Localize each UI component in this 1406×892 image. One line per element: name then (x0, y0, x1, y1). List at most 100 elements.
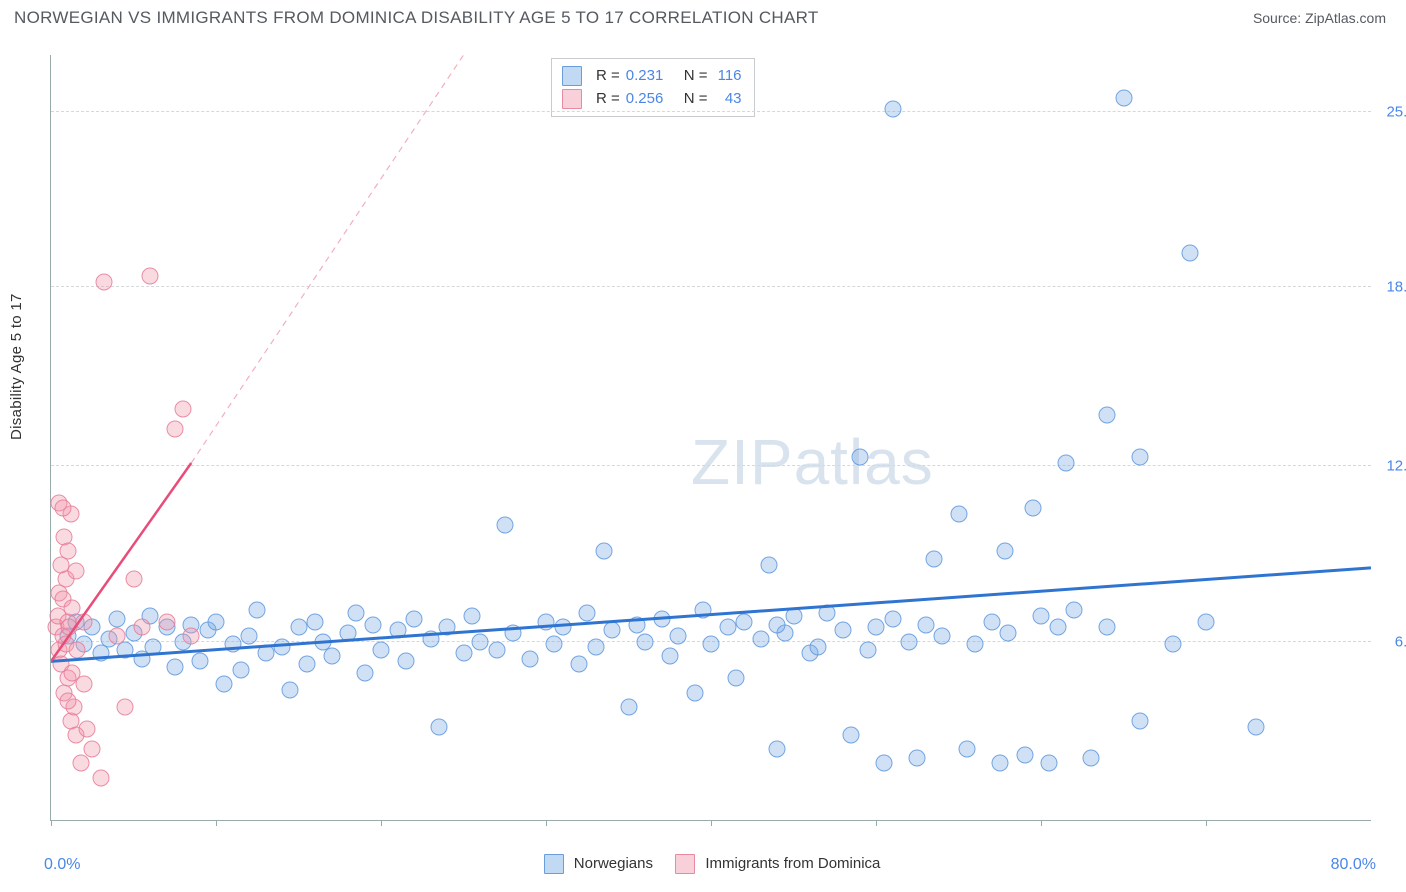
data-point (876, 755, 893, 772)
data-point (917, 616, 934, 633)
data-point (422, 630, 439, 647)
data-point (604, 622, 621, 639)
data-point (472, 633, 489, 650)
data-point (72, 755, 89, 772)
watermark: ZIPatlas (691, 425, 934, 499)
data-point (125, 571, 142, 588)
header: NORWEGIAN VS IMMIGRANTS FROM DOMINICA DI… (0, 0, 1406, 32)
legend-label-blue: Norwegians (574, 855, 653, 872)
swatch-pink-icon (675, 854, 695, 874)
data-point (133, 619, 150, 636)
data-point (579, 605, 596, 622)
data-point (554, 619, 571, 636)
data-point (389, 622, 406, 639)
data-point (901, 633, 918, 650)
scatter-plot: ZIPatlas R = 0.231 N = 116 R = 0.256 N =… (50, 55, 1371, 821)
data-point (769, 741, 786, 758)
data-point (109, 627, 126, 644)
data-point (166, 421, 183, 438)
data-point (142, 268, 159, 285)
data-point (323, 647, 340, 664)
data-point (1033, 608, 1050, 625)
data-point (356, 664, 373, 681)
data-point (785, 608, 802, 625)
data-point (1066, 602, 1083, 619)
stat-row-blue: R = 0.231 N = 116 (562, 64, 742, 87)
data-point (274, 639, 291, 656)
data-point (257, 644, 274, 661)
r-label: R = (596, 64, 620, 87)
stat-row-pink: R = 0.256 N = 43 (562, 87, 742, 110)
data-point (298, 656, 315, 673)
data-point (224, 636, 241, 653)
data-point (84, 741, 101, 758)
statistics-legend: R = 0.231 N = 116 R = 0.256 N = 43 (551, 58, 755, 117)
data-point (835, 622, 852, 639)
data-point (79, 721, 96, 738)
x-tick (876, 820, 877, 826)
data-point (843, 727, 860, 744)
data-point (521, 650, 538, 667)
data-point (183, 627, 200, 644)
y-axis-label: Disability Age 5 to 17 (8, 293, 25, 440)
data-point (983, 613, 1000, 630)
x-tick (711, 820, 712, 826)
swatch-blue-icon (562, 66, 582, 86)
data-point (661, 647, 678, 664)
data-point (117, 698, 134, 715)
watermark-bold: ZIP (691, 426, 794, 498)
data-point (1082, 749, 1099, 766)
gridline: 25.0% (51, 111, 1371, 112)
data-point (307, 613, 324, 630)
r-value: 0.231 (626, 64, 676, 87)
x-tick (1041, 820, 1042, 826)
data-point (64, 599, 81, 616)
data-point (95, 273, 112, 290)
data-point (488, 642, 505, 659)
source-attribution: Source: ZipAtlas.com (1253, 10, 1386, 26)
data-point (117, 642, 134, 659)
data-point (290, 619, 307, 636)
x-tick (546, 820, 547, 826)
data-point (571, 656, 588, 673)
data-point (241, 627, 258, 644)
data-point (637, 633, 654, 650)
data-point (397, 653, 414, 670)
data-point (925, 551, 942, 568)
data-point (727, 670, 744, 687)
data-point (1198, 613, 1215, 630)
r-label: R = (596, 87, 620, 110)
data-point (810, 639, 827, 656)
data-point (1132, 449, 1149, 466)
data-point (628, 616, 645, 633)
data-point (208, 613, 225, 630)
data-point (769, 616, 786, 633)
swatch-pink-icon (562, 89, 582, 109)
data-point (175, 401, 192, 418)
data-point (69, 642, 86, 659)
data-point (59, 693, 76, 710)
data-point (145, 639, 162, 656)
series-legend: Norwegians Immigrants from Dominica (0, 854, 1406, 874)
data-point (1024, 500, 1041, 517)
data-point (538, 613, 555, 630)
data-point (1049, 619, 1066, 636)
trend-overlay (51, 55, 1371, 820)
y-tick-label: 18.8% (1386, 279, 1406, 296)
data-point (670, 627, 687, 644)
data-point (760, 557, 777, 574)
data-point (67, 562, 84, 579)
data-point (1041, 755, 1058, 772)
x-tick (51, 820, 52, 826)
data-point (595, 542, 612, 559)
data-point (232, 661, 249, 678)
data-point (950, 506, 967, 523)
data-point (620, 698, 637, 715)
data-point (686, 684, 703, 701)
data-point (463, 608, 480, 625)
data-point (505, 625, 522, 642)
data-point (430, 718, 447, 735)
data-point (868, 619, 885, 636)
x-tick (216, 820, 217, 826)
data-point (1016, 746, 1033, 763)
